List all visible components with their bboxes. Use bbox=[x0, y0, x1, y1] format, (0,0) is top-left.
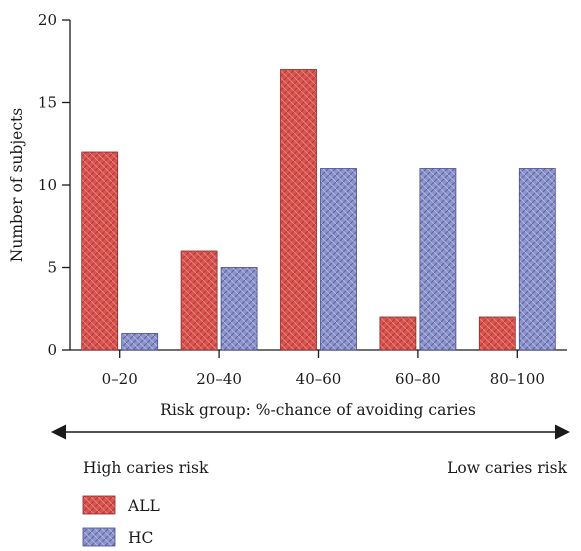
bar-hc-1 bbox=[220, 267, 258, 351]
bars-group bbox=[81, 69, 556, 351]
y-tick-label: 20 bbox=[38, 11, 57, 29]
legend-swatch-hc bbox=[82, 527, 116, 547]
legend-label-hc: HC bbox=[128, 529, 153, 547]
bar-hc-3 bbox=[419, 168, 457, 351]
x-axis-ticks: 0–20 20–40 40–60 60–80 80–100 bbox=[102, 350, 545, 388]
y-tick-label: 15 bbox=[38, 94, 57, 112]
bar-all-1 bbox=[180, 250, 218, 351]
bar-all-3 bbox=[379, 316, 417, 351]
x-axis-title: Risk group: %-chance of avoiding caries bbox=[160, 401, 476, 419]
y-tick-label: 0 bbox=[47, 341, 57, 359]
legend-label-all: ALL bbox=[127, 497, 160, 515]
bar-all-2 bbox=[280, 69, 317, 351]
y-axis-title: Number of subjects bbox=[8, 108, 26, 262]
legend-swatch-all bbox=[82, 495, 116, 515]
legend: ALL HC bbox=[82, 495, 160, 547]
bar-all-0 bbox=[81, 151, 119, 351]
x-tick-label: 80–100 bbox=[490, 370, 545, 388]
bar-hc-2 bbox=[320, 168, 357, 351]
y-tick-label: 5 bbox=[47, 259, 57, 277]
x-tick-label: 20–40 bbox=[196, 370, 242, 388]
x-tick-label: 0–20 bbox=[102, 370, 138, 388]
x-tick-label: 60–80 bbox=[395, 370, 441, 388]
bar-hc-0 bbox=[121, 333, 159, 351]
x-tick-label: 40–60 bbox=[296, 370, 342, 388]
y-axis-ticks: 0 5 10 15 20 bbox=[38, 11, 70, 359]
y-tick-label: 10 bbox=[38, 176, 57, 194]
high-caries-risk-label: High caries risk bbox=[83, 459, 209, 477]
bar-all-4 bbox=[478, 316, 516, 351]
low-caries-risk-label: Low caries risk bbox=[447, 459, 567, 477]
bar-hc-4 bbox=[518, 168, 556, 351]
